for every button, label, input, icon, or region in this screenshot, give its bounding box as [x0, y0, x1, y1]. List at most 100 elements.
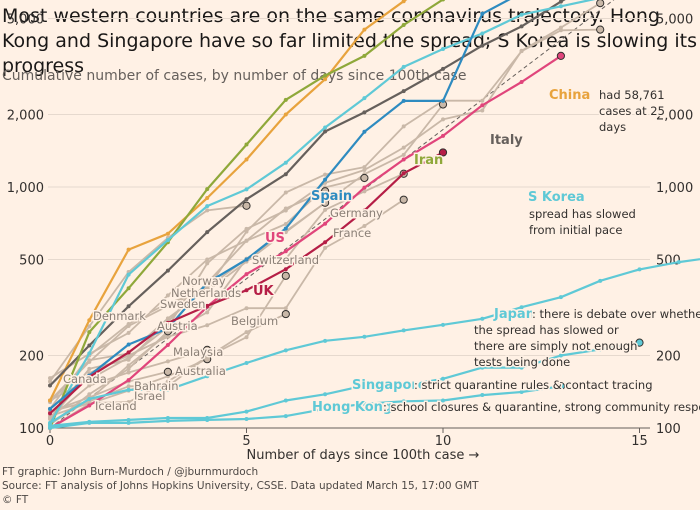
data-point-uk [401, 171, 406, 176]
data-point-spain [48, 406, 52, 411]
end-marker-bahrain [203, 345, 212, 354]
data-point-switzerland [401, 152, 406, 157]
data-point-s-korea [480, 31, 485, 36]
data-point-japan [87, 396, 92, 401]
end-marker-germany [596, 0, 605, 8]
y-tick-label-right: 100 [656, 422, 681, 437]
end-marker-australia [281, 309, 290, 319]
series-line-singapore [49, 341, 640, 427]
data-point-japan [598, 278, 603, 283]
y-tick-label-left: 2,000 [7, 108, 44, 123]
data-point-iran [441, 0, 445, 2]
data-point-japan [362, 334, 367, 339]
data-point-hong-kong [244, 416, 249, 421]
data-point-japan [283, 348, 288, 353]
data-point-germany [401, 145, 406, 150]
data-point-s-korea [283, 160, 288, 165]
series-line-china [49, 0, 408, 401]
x-axis-label: Number of days since 100th case → [247, 448, 480, 463]
data-point-iran [244, 142, 249, 147]
end-marker-sweden [321, 187, 330, 196]
data-point-italy [362, 110, 367, 115]
data-point-italy [401, 89, 406, 94]
series-note-china: had 58,761 [599, 88, 665, 102]
data-point-spain [441, 98, 445, 103]
data-point-hong-kong [323, 406, 328, 411]
data-point-japan [165, 387, 170, 392]
x-tick-label: 10 [435, 434, 452, 449]
data-point-germany [480, 108, 485, 113]
data-point-china [165, 231, 170, 236]
series-label-switzerland: Switzerland [252, 253, 319, 267]
data-point-italy [244, 197, 249, 202]
data-point-iran [323, 73, 328, 78]
data-point-australia [165, 379, 170, 384]
data-point-us [126, 378, 131, 383]
series-note-singapore: : strict quarantine rules & contact trac… [414, 378, 653, 392]
series-note-s-korea: spread has slowed [529, 207, 636, 221]
data-point-belgium [126, 353, 131, 358]
footer-source: Source: FT analysis of Johns Hopkins Uni… [2, 480, 479, 492]
data-point-switzerland [165, 301, 170, 306]
series-label-italy: Italy [490, 133, 523, 148]
data-point-japan [441, 322, 445, 327]
data-point-china [87, 318, 92, 323]
end-marker-hong-kong [556, 382, 566, 391]
end-marker-denmark [242, 201, 251, 210]
data-point-us [441, 133, 445, 138]
series-line-spain [49, 0, 511, 410]
series-label-china: China [549, 88, 590, 103]
data-point-belgium [283, 306, 288, 311]
data-point-singapore [323, 392, 328, 397]
series-label-austria: Austria [157, 319, 198, 333]
data-point-uk [126, 350, 131, 355]
data-point-italy [519, 24, 524, 29]
data-point-spain [362, 129, 367, 134]
data-point-uk [283, 267, 288, 272]
y-tick-label-right: 2,000 [656, 108, 693, 123]
data-point-japan [558, 295, 563, 300]
series-label-hong-kong: Hong Kong [312, 400, 392, 415]
data-point-denmark [87, 324, 92, 329]
data-point-uk [87, 374, 92, 379]
data-point-belgium [323, 245, 328, 250]
series-line-hong-kong [49, 385, 562, 430]
data-point-italy [441, 66, 445, 71]
data-point-netherlands [205, 285, 210, 290]
footer-credit: FT graphic: John Burn-Murdoch / @jburnmu… [2, 466, 259, 478]
data-point-hong-kong [362, 401, 367, 406]
series-label-netherlands: Netherlands [171, 286, 241, 300]
data-point-iran [283, 97, 288, 102]
data-point-italy [283, 172, 288, 177]
series-label-bahrain: Bahrain [134, 379, 178, 393]
data-point-uk [323, 240, 328, 245]
data-point-singapore [165, 416, 170, 421]
data-point-hong-kong [165, 418, 170, 423]
data-point-netherlands [283, 256, 288, 261]
series-label-sweden: Sweden [160, 297, 205, 311]
data-point-singapore [558, 353, 563, 358]
series-label-uk: UK [253, 284, 275, 299]
data-point-austria [126, 363, 131, 368]
series-label-us: US [265, 231, 285, 246]
data-point-netherlands [87, 359, 92, 364]
data-point-us [401, 157, 406, 162]
data-point-iran [126, 286, 131, 291]
data-point-s-korea [323, 125, 328, 130]
data-point-hong-kong [519, 390, 524, 395]
data-point-s-korea [362, 96, 367, 101]
data-point-sweden [126, 330, 131, 335]
data-point-germany [362, 168, 367, 173]
end-marker-france [596, 25, 605, 34]
x-tick-label: 0 [46, 434, 54, 449]
data-point-spain [165, 326, 170, 331]
data-point-s-korea [165, 238, 170, 243]
data-point-japan [480, 316, 485, 321]
series-label-germany: Germany [330, 206, 383, 220]
series-label-israel: Israel [134, 389, 165, 403]
data-point-iran [205, 187, 210, 192]
data-point-netherlands [165, 303, 170, 308]
y-tick-label-left: 200 [19, 349, 44, 364]
data-point-italy [205, 230, 210, 235]
